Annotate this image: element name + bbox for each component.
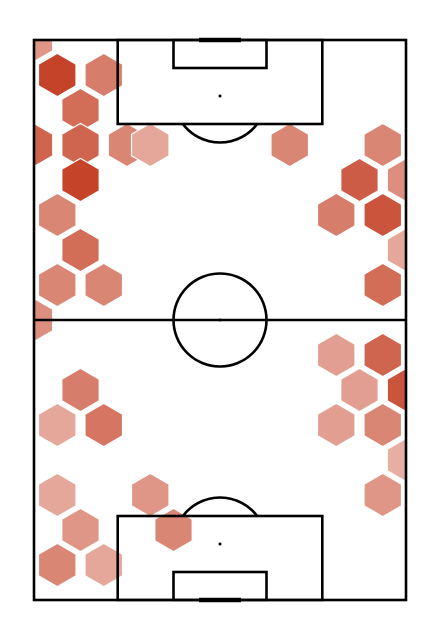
hexbin-cell — [386, 437, 406, 483]
hexbin-layer — [34, 40, 406, 588]
hexbin-cell — [154, 507, 193, 553]
top-six-yard-box — [172, 38, 268, 70]
hexbin-cell — [84, 542, 124, 588]
hexbin-cell — [363, 472, 403, 518]
hexbin-cell — [37, 542, 77, 588]
hexbin-cell — [363, 262, 403, 308]
hexbin-cell — [34, 122, 54, 168]
hexbin-cell — [130, 472, 170, 518]
hexbin-cell — [37, 52, 77, 98]
centre-spot — [218, 318, 222, 322]
hexbin-cell — [386, 157, 406, 203]
hexbin-cell — [316, 402, 356, 448]
hexbin-cell — [270, 122, 310, 168]
pitch-markings — [32, 37, 408, 603]
bottom-six-yard-box — [172, 570, 268, 602]
hexbin-cell — [37, 402, 77, 448]
hexbin-cell — [61, 507, 100, 553]
hexbin-cell — [84, 52, 124, 98]
hexbin-cell — [84, 402, 124, 448]
hexbin-cell — [61, 227, 100, 273]
hexbin-cell — [363, 122, 403, 168]
hexbin-cell — [340, 157, 379, 203]
hexbin-cell — [386, 227, 406, 273]
hexbin-cell — [37, 192, 77, 238]
hexbin-cell — [340, 367, 379, 413]
hexbin-cell — [386, 367, 406, 413]
hexbin-cell — [316, 332, 356, 378]
hexbin-cell — [37, 262, 77, 308]
top-penalty-spot — [218, 94, 222, 98]
hexbin-cell — [61, 157, 100, 203]
hexbin-cell — [130, 122, 170, 168]
hexbin-cell — [363, 332, 403, 378]
hexbin-cell — [316, 192, 356, 238]
top-penalty-box — [116, 38, 324, 126]
bottom-penalty-spot — [218, 542, 222, 546]
hexbin-cell — [363, 402, 403, 448]
bottom-penalty-arc — [181, 496, 259, 517]
top-penalty-arc — [181, 123, 259, 144]
bottom-penalty-box — [116, 514, 324, 602]
hexbin-cell — [37, 472, 77, 518]
hexbin-cell — [84, 262, 124, 308]
hexbin-cell — [61, 367, 100, 413]
centre-circle — [172, 272, 268, 368]
hexbin-cell — [34, 40, 54, 63]
hexbin-cell — [363, 192, 403, 238]
